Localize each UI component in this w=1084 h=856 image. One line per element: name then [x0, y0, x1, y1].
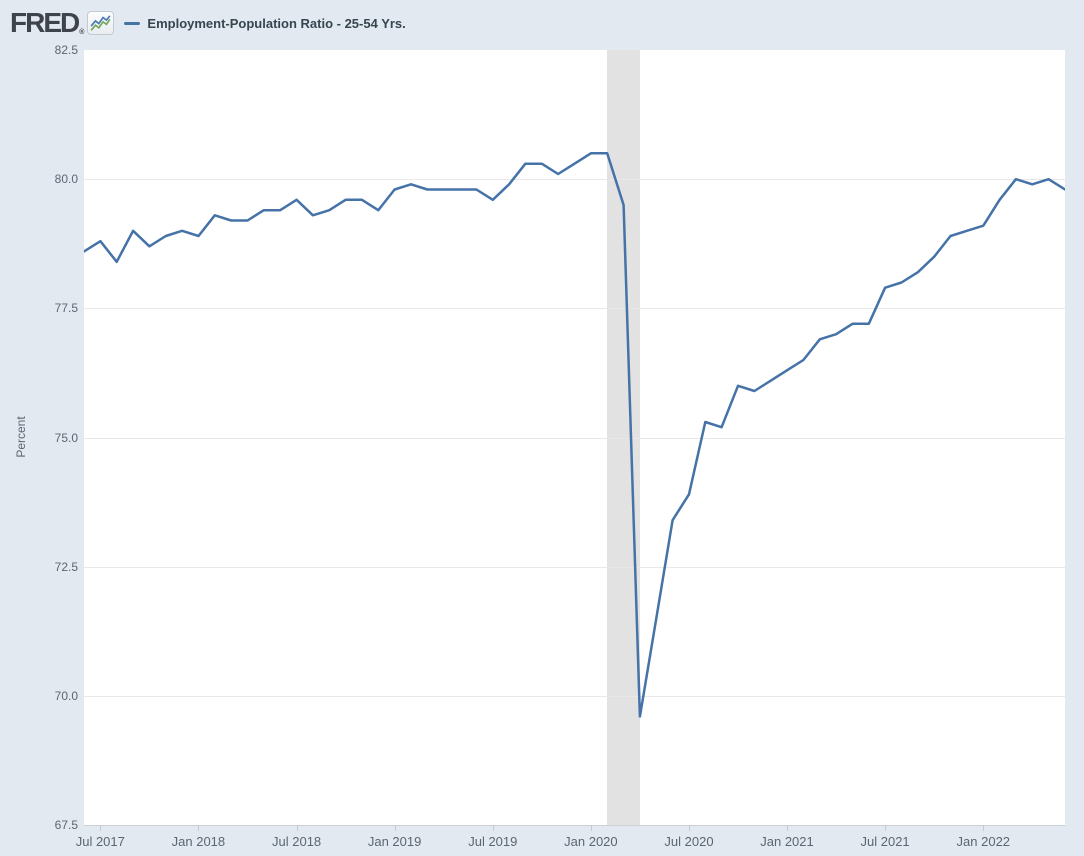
x-axis-tick-mark — [296, 825, 298, 831]
y-tick-label: 72.5 — [54, 559, 78, 574]
gridline — [84, 566, 1065, 568]
gridline — [84, 695, 1065, 697]
x-axis-tick-mark — [885, 825, 887, 831]
series-line — [84, 152, 1065, 718]
y-tick-label: 82.5 — [54, 43, 78, 57]
x-tick-label: Jan 2018 — [171, 834, 226, 849]
y-tick-label: 77.5 — [54, 301, 78, 316]
y-tick-label: 70.0 — [54, 688, 78, 703]
plot-area[interactable] — [84, 50, 1065, 825]
x-tick-label: Jan 2022 — [956, 834, 1011, 849]
x-axis-tick-mark — [492, 825, 494, 831]
registered-trademark-icon: ® — [79, 29, 85, 36]
sparkline-glyph — [90, 14, 111, 31]
gridline — [84, 308, 1065, 310]
gridline — [84, 437, 1065, 439]
series-line-chart[interactable] — [84, 50, 1065, 825]
x-axis-tick-mark — [787, 825, 788, 831]
x-axis-tick-mark — [689, 825, 690, 831]
x-tick-label: Jul 2019 — [468, 834, 518, 849]
x-tick-label: Jul 2020 — [664, 834, 714, 849]
x-tick-label: Jul 2017 — [75, 834, 125, 849]
x-axis-tick-mark — [983, 825, 985, 831]
legend: Employment-Population Ratio - 25-54 Yrs. — [124, 15, 406, 31]
fred-logo[interactable]: FRED ® — [10, 9, 84, 37]
y-tick-label: 67.5 — [54, 818, 78, 832]
legend-line-marker — [124, 21, 141, 25]
x-tick-label: Jan 2020 — [564, 834, 618, 849]
x-tick-label: Jan 2019 — [367, 834, 422, 849]
x-axis-tick-mark — [198, 825, 200, 831]
x-axis-line — [84, 825, 1065, 826]
fred-sparkline-icon — [87, 11, 115, 35]
x-tick-label: Jul 2018 — [272, 834, 322, 849]
x-axis-tick-mark — [100, 825, 102, 831]
x-tick-label: Jul 2021 — [860, 834, 910, 849]
x-axis-tick-mark — [590, 825, 592, 831]
y-tick-label: 75.0 — [54, 430, 78, 445]
header: FRED ® Employment-Population Ratio - 25-5… — [0, 0, 1084, 46]
y-tick-label: 80.0 — [54, 172, 78, 187]
gridline — [84, 179, 1065, 181]
x-axis-tick-mark — [394, 825, 396, 831]
x-tick-label: Jan 2021 — [760, 834, 814, 849]
fred-logo-text: FRED — [10, 7, 80, 38]
y-axis-title: Percent — [14, 416, 28, 458]
legend-series-label[interactable]: Employment-Population Ratio - 25-54 Yrs. — [147, 15, 406, 31]
